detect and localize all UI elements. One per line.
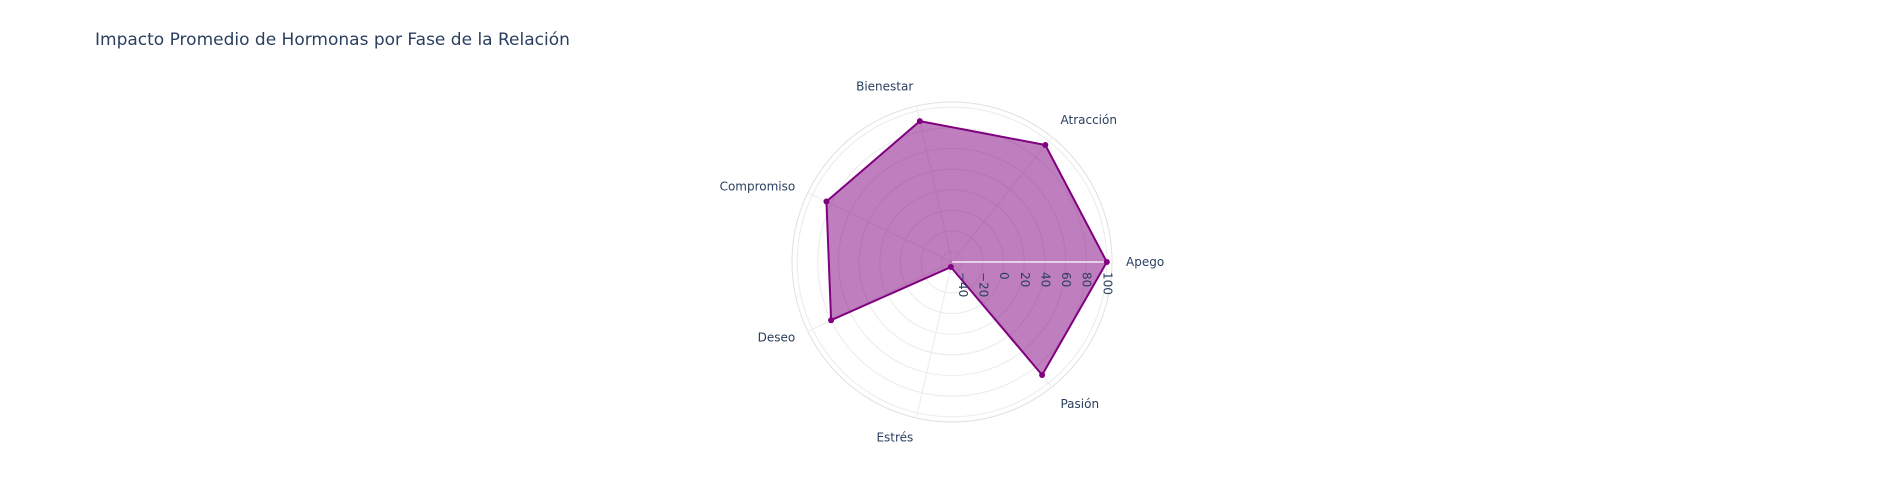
category-label: Pasión [1060, 397, 1099, 411]
data-point [1042, 141, 1049, 148]
radial-tick-label: 80 [1080, 272, 1094, 287]
category-label: Compromiso [720, 180, 796, 194]
category-label: Estrés [876, 431, 913, 445]
chart-title: Impacto Promedio de Hormonas por Fase de… [95, 30, 570, 50]
data-point [823, 198, 830, 205]
data-point [916, 118, 923, 125]
radial-tick-label: −20 [976, 272, 990, 297]
data-point [1039, 371, 1046, 378]
radial-tick-label: 60 [1059, 272, 1073, 287]
data-point [828, 317, 835, 324]
category-label: Atracción [1060, 113, 1116, 127]
radial-tick-label: −40 [956, 272, 970, 297]
data-point [947, 264, 954, 271]
radial-tick-label: 0 [997, 272, 1011, 280]
radial-tick-label: 20 [1018, 272, 1032, 287]
angular-grid-line [915, 261, 953, 419]
series-area [825, 120, 1108, 376]
radial-tick-label: 40 [1038, 272, 1052, 287]
radial-tick-label: 100 [1100, 272, 1114, 295]
data-point [1103, 259, 1110, 265]
category-label: Apego [1126, 255, 1164, 269]
category-label: Bienestar [856, 79, 913, 93]
category-label: Deseo [758, 330, 796, 344]
